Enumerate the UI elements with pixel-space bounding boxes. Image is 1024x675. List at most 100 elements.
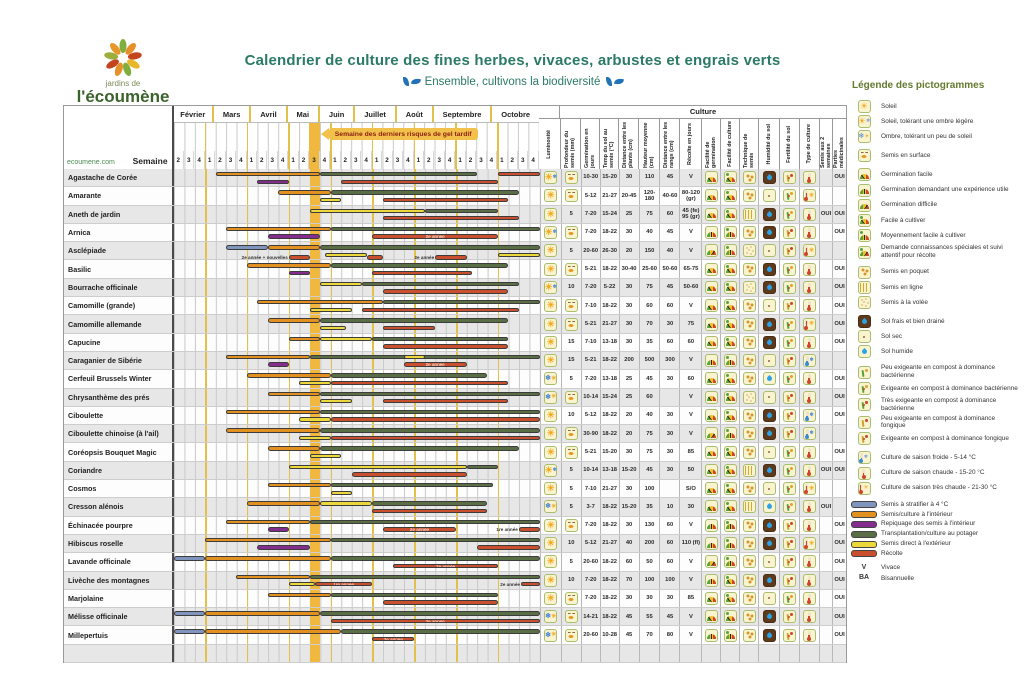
column-header: Facilité de culture	[720, 119, 739, 169]
poquet-icon	[742, 628, 756, 642]
gantt-bar-potager	[466, 464, 498, 470]
gantt-bar-potager	[320, 172, 477, 177]
gantt-bar-potager	[330, 190, 519, 195]
month-separator	[330, 351, 333, 370]
cell-drg: 40	[659, 242, 679, 260]
c-facile-icon	[723, 482, 737, 496]
month-separator	[414, 351, 416, 370]
cell-fc	[720, 297, 739, 315]
c-facile-icon	[723, 372, 737, 386]
cell-fg	[701, 297, 720, 315]
cell-fert	[779, 278, 799, 297]
cell-hum	[758, 297, 779, 315]
bisannuelle-symbol: BA	[858, 574, 870, 582]
sol-sec-icon	[857, 330, 871, 344]
gantt-bar-interieur	[278, 190, 331, 195]
header-data-columns: Culture Luminosité Profondeur du semis (m…	[539, 106, 846, 169]
cell-dpl: 15-20	[618, 461, 639, 480]
cell-drg	[659, 388, 679, 406]
month-separator	[288, 351, 291, 370]
cell-s2	[819, 278, 832, 297]
surface-icon	[564, 317, 578, 331]
column-header: Germination en jours	[580, 119, 599, 169]
gantt-bar-recolte	[477, 545, 540, 550]
bar-interieur-swatch	[851, 510, 877, 518]
month-separator	[205, 425, 207, 443]
legend-item-label: Sol sec	[881, 332, 902, 340]
cell-rec: V	[679, 626, 701, 644]
month-separator	[246, 151, 249, 169]
plant-name: Bourrache officinale	[64, 278, 174, 297]
gantt-bar-direct	[320, 399, 352, 404]
month-separator	[246, 534, 249, 553]
month-label: Avril	[249, 106, 285, 122]
month-separator	[288, 644, 291, 663]
calendar-table-body: Agastache de Corée ☀ ❄ 10-30 15-20 30 110 45 V OU…	[64, 169, 846, 664]
cell-dpl: 30	[618, 480, 639, 498]
gantt-bar-interieur	[267, 592, 331, 598]
cell-haut: 500	[638, 351, 660, 370]
gantt-bar-potager	[361, 281, 519, 287]
poquet-icon	[742, 226, 756, 240]
month-separator	[205, 388, 207, 406]
gantt-bar-interieur	[226, 226, 331, 232]
c-facile-icon	[723, 409, 737, 422]
cell-typ	[799, 608, 819, 626]
compost-ef-icon	[783, 518, 797, 532]
gantt-bar-recolte	[372, 270, 472, 276]
table-row: Aneth de jardin ☀ 5 7-20 15-24 25 75 60 45 (fe) …	[64, 205, 846, 224]
cell-s2	[819, 187, 832, 205]
cell-s2: OUI	[819, 461, 832, 480]
legend-item-label: Semis/culture à l'intérieur	[881, 510, 953, 518]
month-separator	[205, 297, 207, 315]
cell-s2	[819, 425, 832, 443]
cell-haut: 75	[638, 278, 660, 297]
cell-temp: 13-18	[599, 461, 619, 480]
table-row: Cresson alénois ❄ ☀ 5 3-7 18-22 15-20 35 10 30 OUI	[64, 498, 846, 517]
month-separator	[456, 278, 458, 297]
cell-dpl: 30	[618, 297, 639, 315]
month-separator	[288, 370, 291, 388]
cell-temp: 13-18	[599, 333, 619, 351]
legend-icon-wrap	[852, 415, 876, 429]
cell-typ: ❄	[799, 425, 819, 443]
plant-name: Ciboulette chinoise (à l'ail)	[64, 425, 174, 443]
month-separator	[456, 571, 458, 589]
g-moyenne-icon	[704, 573, 718, 587]
month-separator	[330, 297, 333, 315]
c-facile-icon	[723, 171, 737, 185]
plant-name: Chrysanthème des prés	[64, 388, 174, 406]
gantt-cell	[173, 498, 540, 516]
legend-item-label: Exigeante en compost à dominance bactéri…	[881, 384, 1018, 392]
sol-frais-icon	[857, 315, 871, 329]
month-separator	[246, 626, 249, 644]
gantt-bar-recolte	[361, 307, 519, 312]
legend-title: Légende des pictogrammes	[852, 80, 985, 91]
column-header-text: Fertilité du sol	[786, 125, 793, 163]
cell-dpl: 30	[618, 443, 639, 461]
cell-prof: 5	[560, 480, 581, 498]
c-facile-icon	[723, 463, 737, 477]
month-separator	[456, 223, 458, 242]
gantt-bar-potager	[309, 574, 540, 579]
poquet-icon	[742, 445, 756, 459]
month-separator	[246, 425, 249, 443]
table-row: Coriandre ☀ ❄ 5 10-14 13-18 15-20 45 30 50 OUI OUI	[64, 461, 846, 481]
month-separator	[205, 315, 207, 333]
gantt-bar-potager	[320, 611, 540, 616]
empty-data-cell	[701, 644, 720, 663]
month-separator	[456, 187, 458, 205]
thermo-chaud-icon	[803, 226, 817, 240]
legend-item: Exigeante en compost à dominance fongiqu…	[852, 432, 1020, 446]
cell-tech	[739, 297, 758, 315]
plant-name: Marjolaine	[64, 589, 174, 608]
compost-ef-icon	[783, 610, 797, 624]
cell-tech	[739, 516, 758, 534]
c-difficile-icon	[857, 245, 871, 259]
cell-prof	[560, 187, 581, 205]
frost-week-highlight	[309, 278, 321, 297]
poquet-icon	[742, 171, 756, 185]
cell-med: OUI	[832, 297, 846, 315]
month-label: Septembre	[431, 106, 491, 122]
legend-item: Germination facile	[852, 168, 1020, 182]
